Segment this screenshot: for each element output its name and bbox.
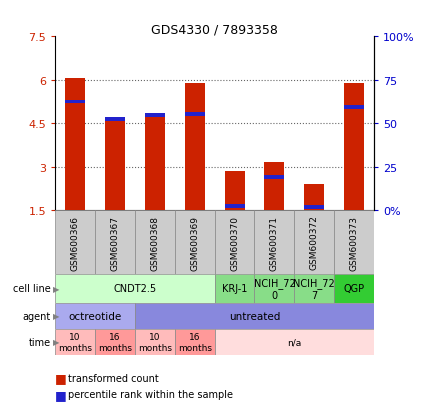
Bar (145, 116, 165, 211)
Text: ■: ■ (55, 388, 67, 401)
Text: ▶: ▶ (53, 338, 60, 347)
Text: ■: ■ (55, 371, 67, 385)
Text: NCIH_72
7: NCIH_72 7 (293, 278, 335, 300)
Bar (264, 176, 284, 179)
Bar (55, 274, 215, 303)
Bar (224, 205, 244, 209)
Text: GSM600372: GSM600372 (310, 215, 319, 270)
Bar (255, 274, 294, 303)
Text: CNDT2.5: CNDT2.5 (113, 284, 156, 294)
Bar (175, 329, 215, 355)
Text: GSM600370: GSM600370 (230, 215, 239, 270)
Bar (255, 211, 294, 274)
Bar (294, 211, 334, 274)
Title: GDS4330 / 7893358: GDS4330 / 7893358 (151, 23, 278, 36)
Text: KRJ-1: KRJ-1 (222, 284, 247, 294)
Text: transformed count: transformed count (68, 373, 159, 383)
Text: time: time (29, 337, 51, 347)
Bar (264, 163, 284, 211)
Text: QGP: QGP (343, 284, 365, 294)
Bar (304, 185, 324, 211)
Bar (344, 83, 364, 211)
Bar (215, 329, 374, 355)
Bar (175, 211, 215, 274)
Bar (55, 303, 135, 329)
Bar (135, 329, 175, 355)
Text: 10
months: 10 months (138, 332, 172, 352)
Bar (294, 274, 334, 303)
Text: ▶: ▶ (53, 312, 60, 320)
Text: n/a: n/a (287, 338, 301, 347)
Bar (185, 83, 205, 211)
Bar (65, 79, 85, 211)
Text: untreated: untreated (229, 311, 280, 321)
Text: NCIH_72
0: NCIH_72 0 (254, 278, 295, 300)
Bar (55, 211, 95, 274)
Bar (215, 211, 255, 274)
Text: octreotide: octreotide (68, 311, 122, 321)
Bar (65, 100, 85, 104)
Text: GSM600373: GSM600373 (350, 215, 359, 270)
Bar (344, 106, 364, 110)
Bar (304, 205, 324, 209)
Text: cell line: cell line (13, 284, 51, 294)
Text: 10
months: 10 months (58, 332, 92, 352)
Bar (185, 113, 205, 116)
Text: GSM600368: GSM600368 (150, 215, 159, 270)
Text: GSM600369: GSM600369 (190, 215, 199, 270)
Bar (95, 329, 135, 355)
Text: percentile rank within the sample: percentile rank within the sample (68, 389, 233, 399)
Bar (334, 211, 374, 274)
Bar (135, 303, 374, 329)
Bar (95, 211, 135, 274)
Bar (334, 274, 374, 303)
Text: GSM600366: GSM600366 (71, 215, 79, 270)
Text: GSM600367: GSM600367 (110, 215, 119, 270)
Bar (55, 329, 95, 355)
Text: GSM600371: GSM600371 (270, 215, 279, 270)
Bar (224, 172, 244, 211)
Text: ▶: ▶ (53, 284, 60, 293)
Bar (145, 114, 165, 118)
Text: 16
months: 16 months (178, 332, 212, 352)
Bar (215, 274, 255, 303)
Text: agent: agent (23, 311, 51, 321)
Bar (135, 211, 175, 274)
Bar (105, 118, 125, 121)
Text: 16
months: 16 months (98, 332, 132, 352)
Bar (105, 120, 125, 211)
